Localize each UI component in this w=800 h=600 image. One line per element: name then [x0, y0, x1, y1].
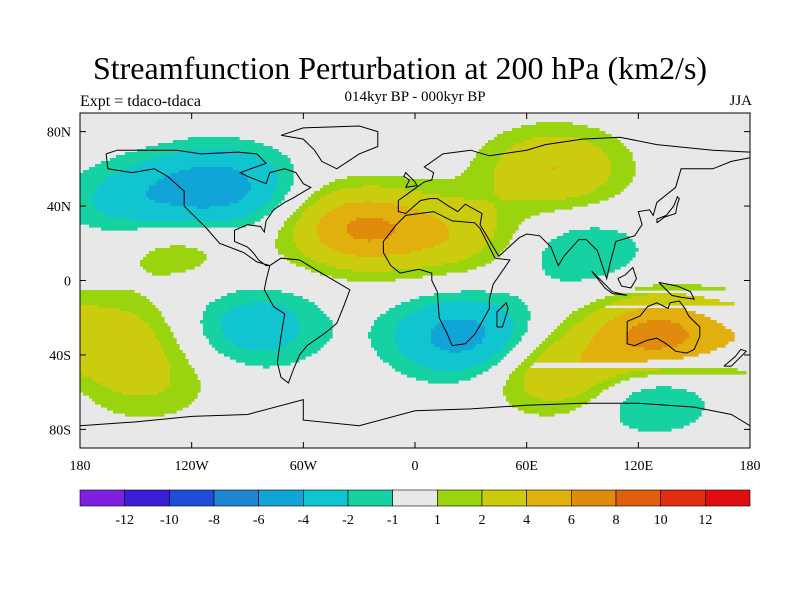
- chart-subtitle: 014kyr BP - 000kyr BP: [344, 89, 486, 105]
- x-tick-label: 180: [740, 459, 761, 474]
- colorbar-label: 12: [698, 513, 712, 528]
- coastline: [496, 301, 509, 328]
- colorbar-swatch: [213, 489, 259, 507]
- coastline: [403, 171, 418, 188]
- coastline: [626, 300, 701, 354]
- colorbar-label: -10: [160, 513, 179, 528]
- coastline: [591, 270, 628, 296]
- colorbar-swatch: [258, 489, 304, 507]
- coastline: [80, 398, 750, 427]
- colorbar-swatch: [705, 489, 751, 507]
- x-tick-label: 180: [70, 459, 91, 474]
- colorbar: -12 -10 -8 -6 -4 -2 -1 1 2 4 6 8 10 12: [79, 489, 751, 528]
- colorbar-swatch: [392, 489, 438, 507]
- y-tick-label: 40S: [49, 349, 71, 364]
- coastline: [617, 266, 638, 289]
- colorbar-swatch: [481, 489, 527, 507]
- colorbar-label: 2: [479, 513, 486, 528]
- coastline: [397, 136, 750, 281]
- colorbar-swatch: [124, 489, 170, 507]
- colorbar-label: 10: [654, 513, 668, 528]
- colorbar-label: -6: [253, 513, 265, 528]
- colorbar-label: -12: [115, 513, 134, 528]
- y-tick-label: 40N: [47, 200, 71, 215]
- x-tick-label: 120E: [624, 459, 654, 474]
- map-axes: 180 120W 60W 0 60E 120E 180 80N 40N 0 40S 80S: [47, 113, 761, 474]
- colorbar-swatch: [660, 489, 706, 507]
- colorbar-label: 8: [613, 513, 620, 528]
- x-tick-label: 120W: [175, 459, 210, 474]
- coastline: [656, 195, 680, 224]
- colorbar-swatch: [169, 489, 215, 507]
- y-tick-label: 80N: [47, 126, 71, 141]
- coastline: [263, 257, 351, 384]
- coastline: [658, 281, 696, 300]
- colorbar-swatch: [526, 489, 572, 507]
- colorbar-label: -2: [342, 513, 354, 528]
- x-tick-label: 60W: [290, 459, 318, 474]
- coastline: [280, 125, 379, 170]
- colorbar-label: 4: [523, 513, 530, 528]
- coastline: [382, 211, 511, 347]
- colorbar-label: 6: [568, 513, 575, 528]
- coastline: [723, 348, 748, 367]
- coastlines: [80, 125, 750, 427]
- anomaly-field: [80, 122, 747, 432]
- x-tick-label: 0: [412, 459, 419, 474]
- chart-title: Streamfunction Perturbation at 200 hPa (…: [92, 50, 708, 86]
- colorbar-label: 1: [434, 513, 441, 528]
- colorbar-swatch: [303, 489, 349, 507]
- colorbar-swatch: [571, 489, 617, 507]
- coastline: [105, 149, 312, 267]
- colorbar-swatch: [615, 489, 661, 507]
- experiment-label: Expt = tdaco-tdaca: [80, 93, 201, 110]
- colorbar-label: -1: [387, 513, 399, 528]
- y-tick-label: 0: [64, 275, 71, 290]
- y-tick-label: 80S: [49, 423, 71, 438]
- x-tick-label: 60E: [515, 459, 538, 474]
- colorbar-label: -4: [297, 513, 309, 528]
- colorbar-swatch: [347, 489, 393, 507]
- colorbar-swatch: [79, 489, 125, 507]
- colorbar-swatch: [437, 489, 483, 507]
- season-label: JJA: [729, 93, 752, 109]
- colorbar-label: -8: [208, 513, 220, 528]
